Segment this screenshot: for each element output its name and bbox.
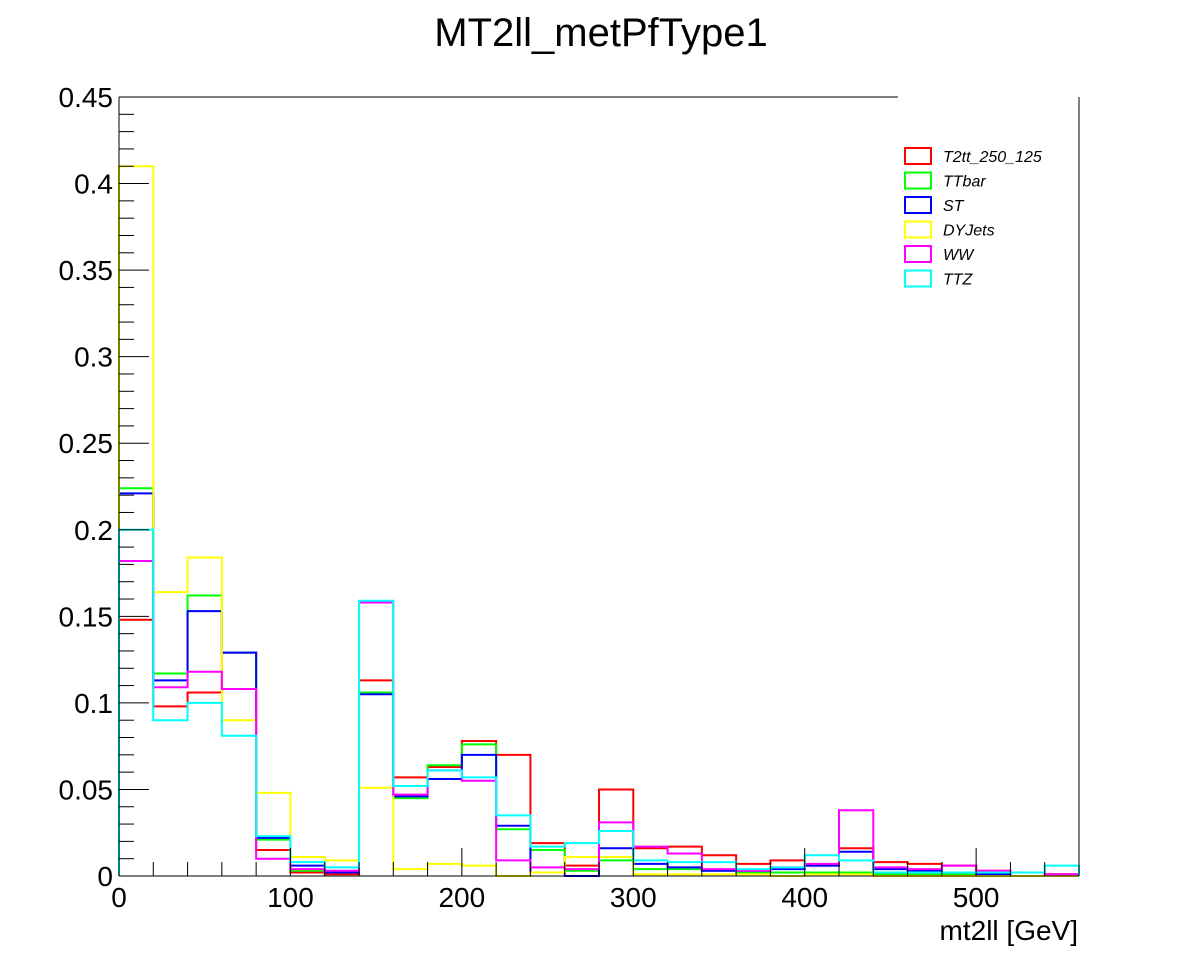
legend: T2tt_250_125 TTbar ST DYJets WW TTZ [904, 147, 1042, 289]
x-tick-label: 0 [111, 882, 127, 913]
y-tick-label: 0.4 [74, 169, 113, 200]
y-tick-label: 0.3 [74, 342, 113, 373]
y-tick-label: 0.2 [74, 515, 113, 546]
y-tick-label: 0.25 [59, 428, 114, 459]
x-tick-label: 500 [953, 882, 1000, 913]
axes-group: 0 0.05 0.1 0.15 0.2 0.25 0.3 0.35 0.4 0.45 0 100 200… [59, 82, 1080, 913]
x-tick-label: 100 [267, 882, 314, 913]
legend-label-dyjets: DYJets [943, 223, 995, 240]
legend-swatch-t2tt-250-125 [904, 147, 932, 165]
legend-swatch-st [904, 196, 932, 214]
series-line-ww [118, 559, 1080, 876]
legend-label-t2tt-250-125: T2tt_250_125 [943, 149, 1042, 166]
x-tick-label: 400 [781, 882, 828, 913]
y-tick-label: 0.15 [59, 601, 114, 632]
chart-title: MT2ll_metPfType1 [434, 11, 767, 55]
legend-swatch-ttz [904, 269, 932, 288]
y-tick-label: 0.45 [59, 82, 114, 113]
y-tick-label: 0.05 [59, 774, 114, 805]
legend-label-ww: WW [943, 247, 975, 264]
legend-label-st: ST [943, 198, 965, 215]
legend-swatch-ww [904, 245, 932, 263]
legend-swatch-dyjets [904, 220, 932, 239]
y-tick-label: 0 [97, 861, 113, 892]
y-tick-label: 0.1 [74, 688, 113, 719]
legend-swatch-ttbar [904, 171, 932, 190]
x-axis-label: mt2ll [GeV] [940, 915, 1078, 946]
y-tick-label: 0.35 [59, 255, 114, 286]
x-tick-label: 200 [438, 882, 485, 913]
x-tick-label: 300 [610, 882, 657, 913]
legend-label-ttz: TTZ [943, 272, 974, 289]
legend-label-ttbar: TTbar [943, 174, 986, 191]
